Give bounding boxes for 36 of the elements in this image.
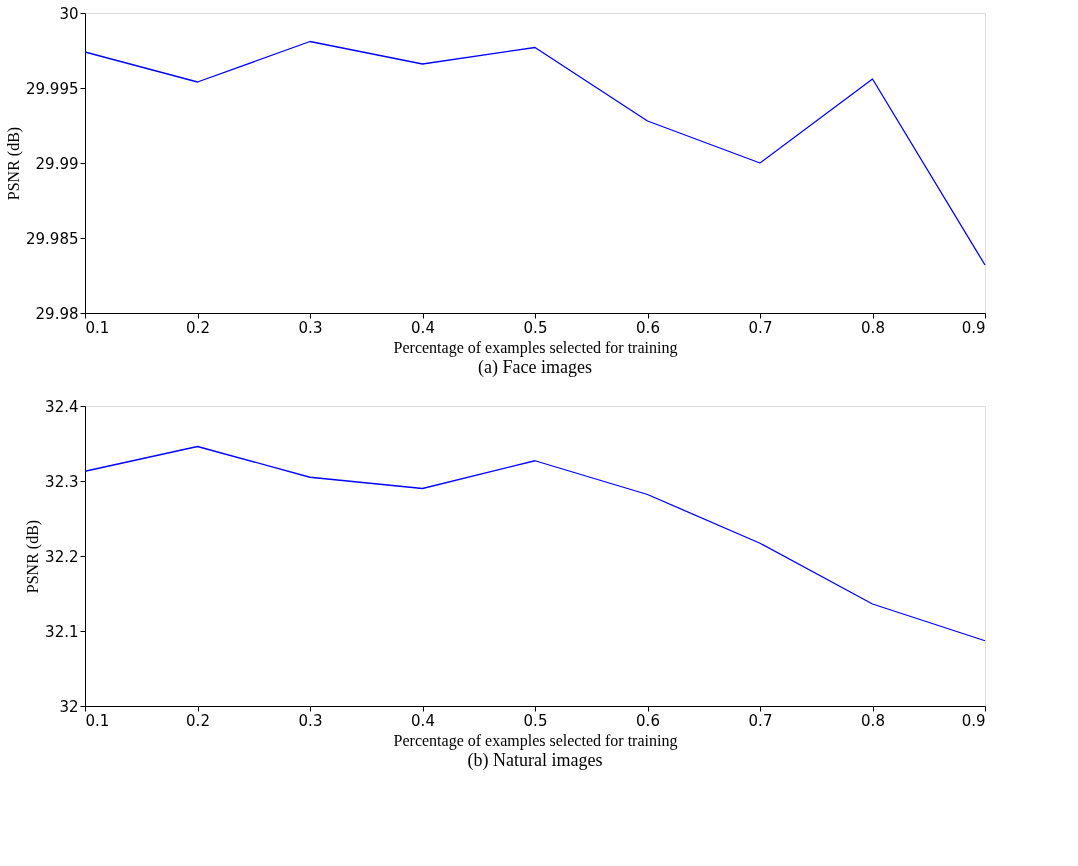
x-tick-label: 0.5 [523,711,548,730]
x-tick-label: 0.8 [861,318,885,337]
line-series [84,445,986,642]
y-tick-label: 30 [59,4,79,23]
y-tick-label: 29.985 [26,229,79,248]
x-tick-label: 0.9 [961,711,986,730]
y-tick-label: 29.99 [35,154,79,173]
x-tick-label: 0.7 [748,711,773,730]
x-tick-label: 0.3 [298,318,323,337]
y-tick-label: 32.4 [45,397,79,416]
x-tick-label: 0.3 [298,711,323,730]
y-axis-title: PSNR (dB) [5,126,24,201]
x-tick-label: 0.2 [186,318,210,337]
y-tick-label: 32.3 [45,472,79,491]
x-tick-label: 0.2 [186,711,210,730]
y-tick-label: 32 [59,697,79,716]
y-tick-label: 29.98 [35,304,79,323]
x-axis-title: Percentage of examples selected for training [393,338,678,357]
y-tick-label: 32.2 [45,547,79,566]
x-tick-label: 0.6 [636,711,660,730]
y-tick-label: 29.995 [26,79,79,98]
x-tick-label: 0.7 [748,318,773,337]
text: (b) Natural images [467,750,603,771]
x-tick-label: 0.1 [85,318,110,337]
x-axis-title: Percentage of examples selected for training [393,731,678,750]
x-tick-label: 0.5 [523,318,548,337]
x-tick-label: 0.6 [636,318,660,337]
x-tick-label: 0.1 [85,711,110,730]
y-axis-title: PSNR (dB) [24,519,43,594]
text: (a) Face images [478,357,592,378]
x-tick-label: 0.9 [961,318,986,337]
x-tick-label: 0.4 [411,318,435,337]
line-series [84,40,986,266]
y-tick-label: 32.1 [45,622,79,641]
x-tick-label: 0.4 [411,711,435,730]
x-tick-label: 0.8 [861,711,885,730]
